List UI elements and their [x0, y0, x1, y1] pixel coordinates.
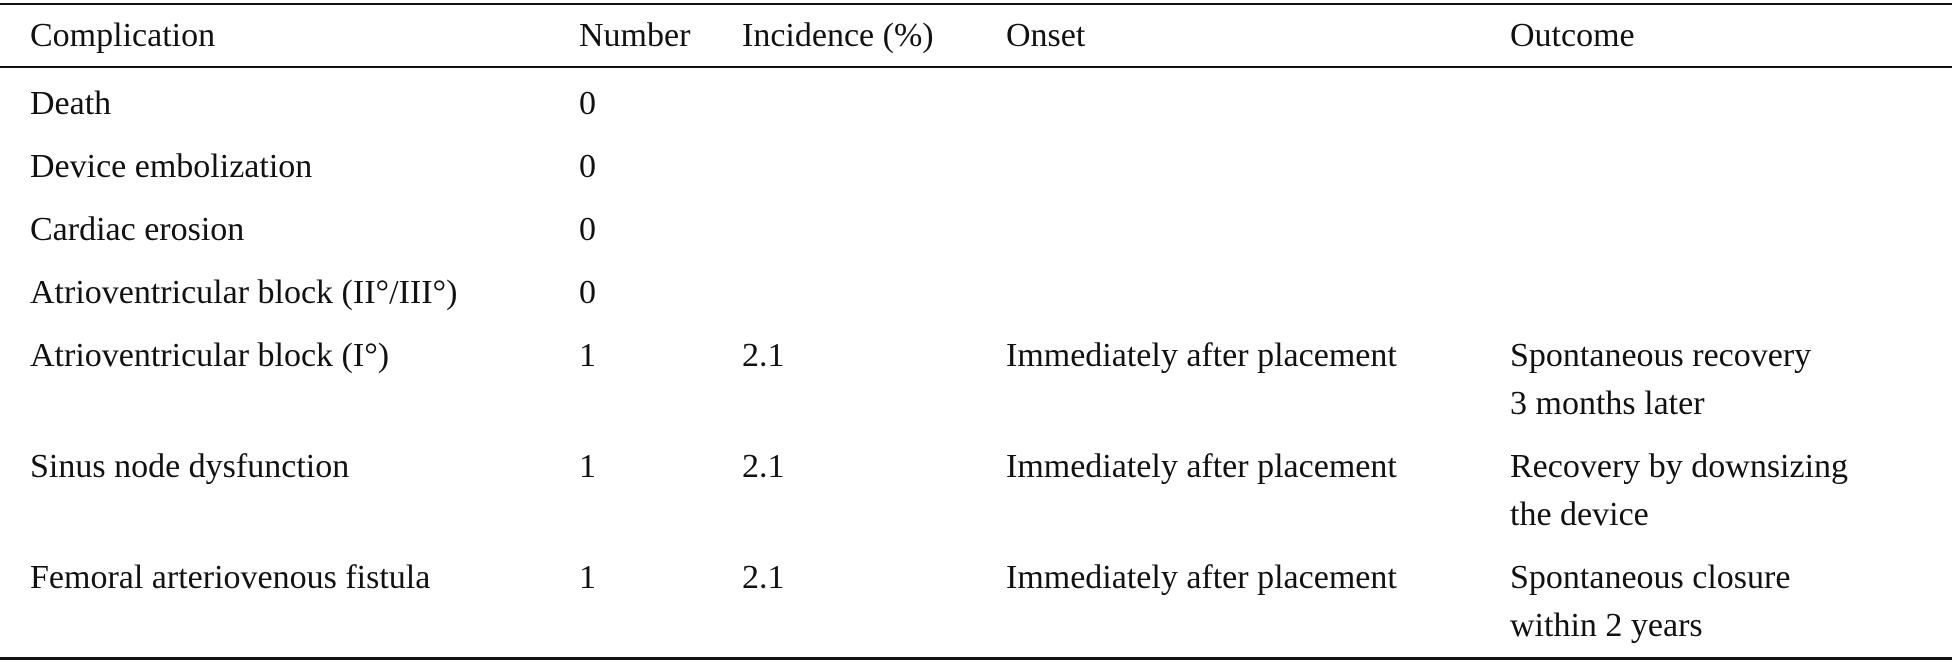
table-cell: Sinus node dysfunction — [30, 448, 350, 485]
table-cell: Immediately after placement — [1006, 559, 1397, 596]
cell-line: the device — [1510, 496, 1649, 533]
table-cell — [1510, 198, 1952, 261]
table-cell: 1 — [579, 337, 596, 374]
table-row: Device embolization 0 — [0, 135, 1952, 198]
table-cell — [742, 261, 1006, 324]
header-cell: Complication — [30, 17, 216, 54]
cell-line: Recovery by downsizing — [1510, 448, 1849, 485]
table-cell: Immediately after placement — [1006, 337, 1397, 374]
table-cell: 2.1 — [742, 448, 785, 485]
table-cell: 0 — [579, 211, 596, 248]
table-cell: 1 — [579, 559, 596, 596]
table-cell: Atrioventricular block (I°) — [30, 337, 390, 374]
table-cell — [1510, 261, 1952, 324]
table-cell: 2.1 — [742, 559, 785, 596]
header-cell: Outcome — [1510, 17, 1635, 54]
table-cell: 0 — [579, 274, 596, 311]
cell-line: Spontaneous recovery — [1510, 337, 1812, 374]
header-cell: Incidence (%) — [742, 17, 934, 54]
table-cell: Atrioventricular block (II°/III°) — [30, 274, 458, 311]
table-row: Cardiac erosion 0 — [0, 198, 1952, 261]
table-cell — [1006, 261, 1510, 324]
cell-line: within 2 years — [1510, 607, 1703, 644]
table-row: Femoral arteriovenous fistula 1 2.1 Immedia… — [0, 546, 1952, 659]
table-row: Sinus node dysfunction 1 2.1 Immediately af… — [0, 435, 1952, 546]
page: Complication Number Incidence (%) Onset Outc… — [0, 3, 1952, 663]
table-cell: 2.1 — [742, 337, 785, 374]
table-row: Atrioventricular block (I°) 1 2.1 Immediate… — [0, 324, 1952, 435]
table-cell: 1 — [579, 448, 596, 485]
table-cell — [1510, 135, 1952, 198]
table-cell — [1006, 67, 1510, 135]
table-cell: Spontaneous recovery 3 months later — [1510, 324, 1952, 435]
table-cell: Immediately after placement — [1006, 448, 1397, 485]
table-cell: Cardiac erosion — [30, 211, 245, 248]
header-cell: Number — [579, 17, 691, 54]
cell-line: Spontaneous closure — [1510, 559, 1791, 596]
table-cell: Death — [30, 85, 112, 122]
table-cell — [742, 198, 1006, 261]
table-body: Death 0 Device embolization 0 Cardiac erosio… — [0, 67, 1952, 659]
table-header: Complication Number Incidence (%) Onset Outc… — [0, 4, 1952, 67]
table-cell: Spontaneous closure within 2 years — [1510, 546, 1952, 659]
cell-line: 3 months later — [1510, 385, 1705, 422]
header-row: Complication Number Incidence (%) Onset Outc… — [0, 4, 1952, 67]
complications-table: Complication Number Incidence (%) Onset Outc… — [0, 3, 1952, 660]
table-cell: Femoral arteriovenous fistula — [30, 559, 431, 596]
table-cell: 0 — [579, 148, 596, 185]
header-cell: Onset — [1006, 17, 1086, 54]
table-row: Death 0 — [0, 67, 1952, 135]
table-row: Atrioventricular block (II°/III°) 0 — [0, 261, 1952, 324]
table-cell — [1006, 198, 1510, 261]
table-cell: Device embolization — [30, 148, 313, 185]
table-cell: 0 — [579, 85, 596, 122]
table-cell: Recovery by downsizing the device — [1510, 435, 1952, 546]
table-cell — [1006, 135, 1510, 198]
table-cell — [1510, 67, 1952, 135]
table-cell — [742, 67, 1006, 135]
table-cell — [742, 135, 1006, 198]
